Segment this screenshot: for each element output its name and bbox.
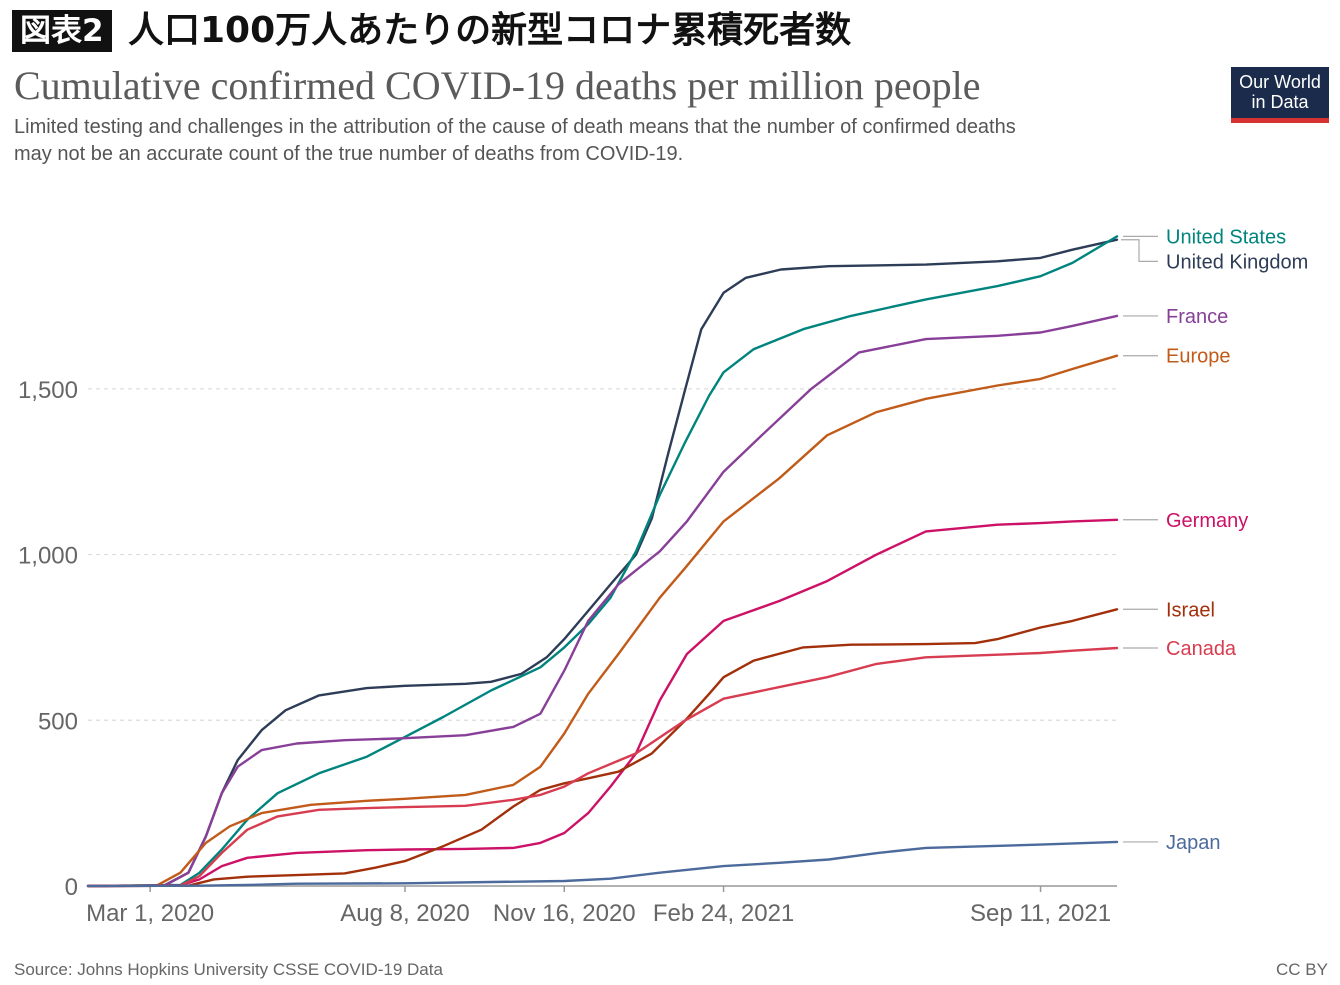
logo-line-2: in Data [1251,92,1309,112]
series-line [86,518,1119,888]
series-label: Canada [1166,638,1237,660]
series-label: France [1166,306,1228,328]
series-label-connector [1121,239,1158,262]
chart-subtitle: Limited testing and challenges in the at… [14,114,1204,168]
series-line [86,608,1119,888]
x-tick-label: Feb 24, 2021 [653,900,794,927]
y-tick-label: 1,500 [18,377,78,404]
source-note: Source: Johns Hopkins University CSSE CO… [14,960,443,979]
y-tick-label: 0 [65,874,78,901]
series-line [86,840,1119,888]
x-tick-label: Mar 1, 2020 [86,900,214,927]
series-label: Japan [1166,832,1221,854]
y-tick-label: 1,000 [18,543,78,570]
x-tick-label: Nov 16, 2020 [493,900,636,927]
axis-layer: 0 500 1,000 1,500 Mar 1, 2020 Aug 8, 2020 Nov … [18,377,1117,927]
series-line [86,314,1119,888]
subtitle-line-1: Limited testing and challenges in the at… [14,116,1016,138]
subtitle-line-2: may not be an accurate count of the true… [14,143,684,165]
series-label: Germany [1166,510,1248,532]
y-tick-label: 500 [38,708,78,735]
series-layer [86,235,1119,888]
license-link[interactable]: CC BY [1276,960,1328,979]
series-label: United Kingdom [1166,251,1308,273]
series-line [86,235,1119,888]
chart-title: Cumulative confirmed COVID-19 deaths per… [14,63,981,108]
series-label: Europe [1166,346,1231,368]
series-label: Israel [1166,599,1215,621]
series-line [86,646,1119,888]
figure-label: 図表2 [12,10,112,52]
logo-line-1: Our World [1239,72,1321,92]
grid-layer [88,388,1117,721]
label-layer: United States United Kingdom France Europe G… [1121,226,1308,854]
series-label: United States [1166,226,1286,248]
x-tick-label: Aug 8, 2020 [340,900,469,927]
series-line [86,354,1119,888]
owid-logo[interactable]: Our World in Data [1231,67,1329,123]
x-tick-label: Sep 11, 2021 [970,900,1111,927]
series-line [86,238,1119,888]
japanese-title: 人口100万人あたりの新型コロナ累積死者数 [128,10,852,51]
